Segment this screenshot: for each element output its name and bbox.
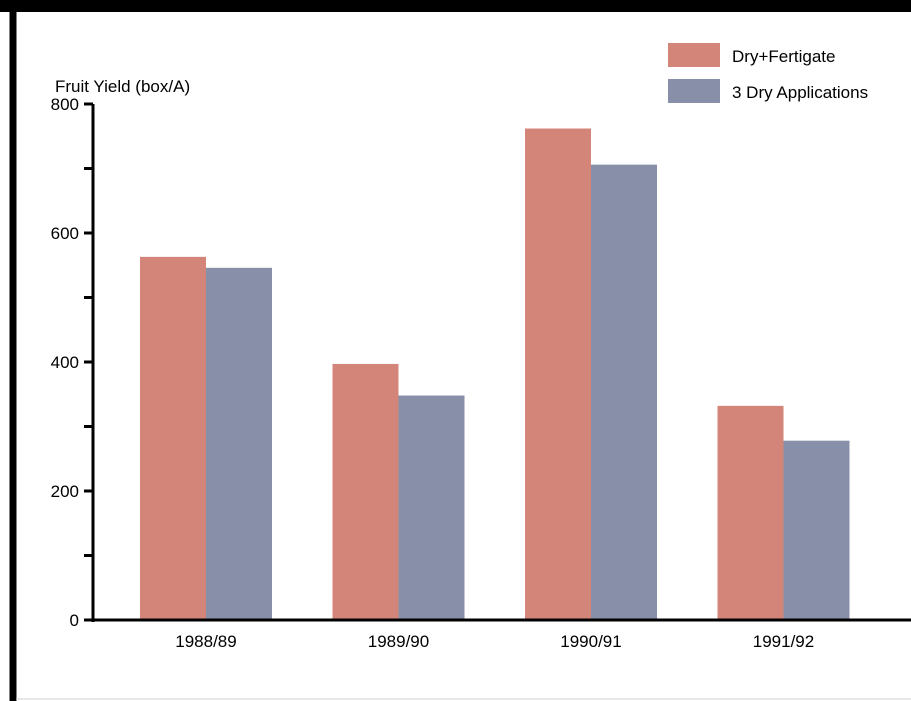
legend-swatch xyxy=(668,79,720,103)
y-axis-label: Fruit Yield (box/A) xyxy=(55,77,190,96)
x-tick-label: 1989/90 xyxy=(368,632,429,651)
legend-label: 3 Dry Applications xyxy=(732,83,868,102)
y-axis-ticks: 0 200 400 600 800 xyxy=(51,95,93,630)
x-tick-label: 1991/92 xyxy=(753,632,814,651)
y-tick-label: 0 xyxy=(70,611,79,630)
x-tick-label: 1988/89 xyxy=(175,632,236,651)
legend-swatch xyxy=(668,43,720,67)
y-tick-label: 800 xyxy=(51,95,79,114)
bars xyxy=(140,128,850,620)
legend: Dry+Fertigate 3 Dry Applications xyxy=(668,43,868,103)
x-tick-label: 1990/91 xyxy=(560,632,621,651)
bar-three-dry-applications xyxy=(398,395,465,620)
y-tick-label: 600 xyxy=(51,224,79,243)
y-tick-label: 400 xyxy=(51,353,79,372)
bar-dry-fertigate xyxy=(525,128,591,620)
bar-dry-fertigate xyxy=(717,405,784,620)
x-axis-tick-labels: 1988/89 1989/90 1990/91 1991/92 xyxy=(175,632,814,651)
bar-three-dry-applications xyxy=(591,164,657,620)
bar-three-dry-applications xyxy=(783,440,850,620)
bar-dry-fertigate xyxy=(140,256,206,620)
bar-dry-fertigate xyxy=(332,363,399,620)
legend-label: Dry+Fertigate xyxy=(732,47,835,66)
bar-three-dry-applications xyxy=(206,267,272,620)
y-tick-label: 200 xyxy=(51,482,79,501)
